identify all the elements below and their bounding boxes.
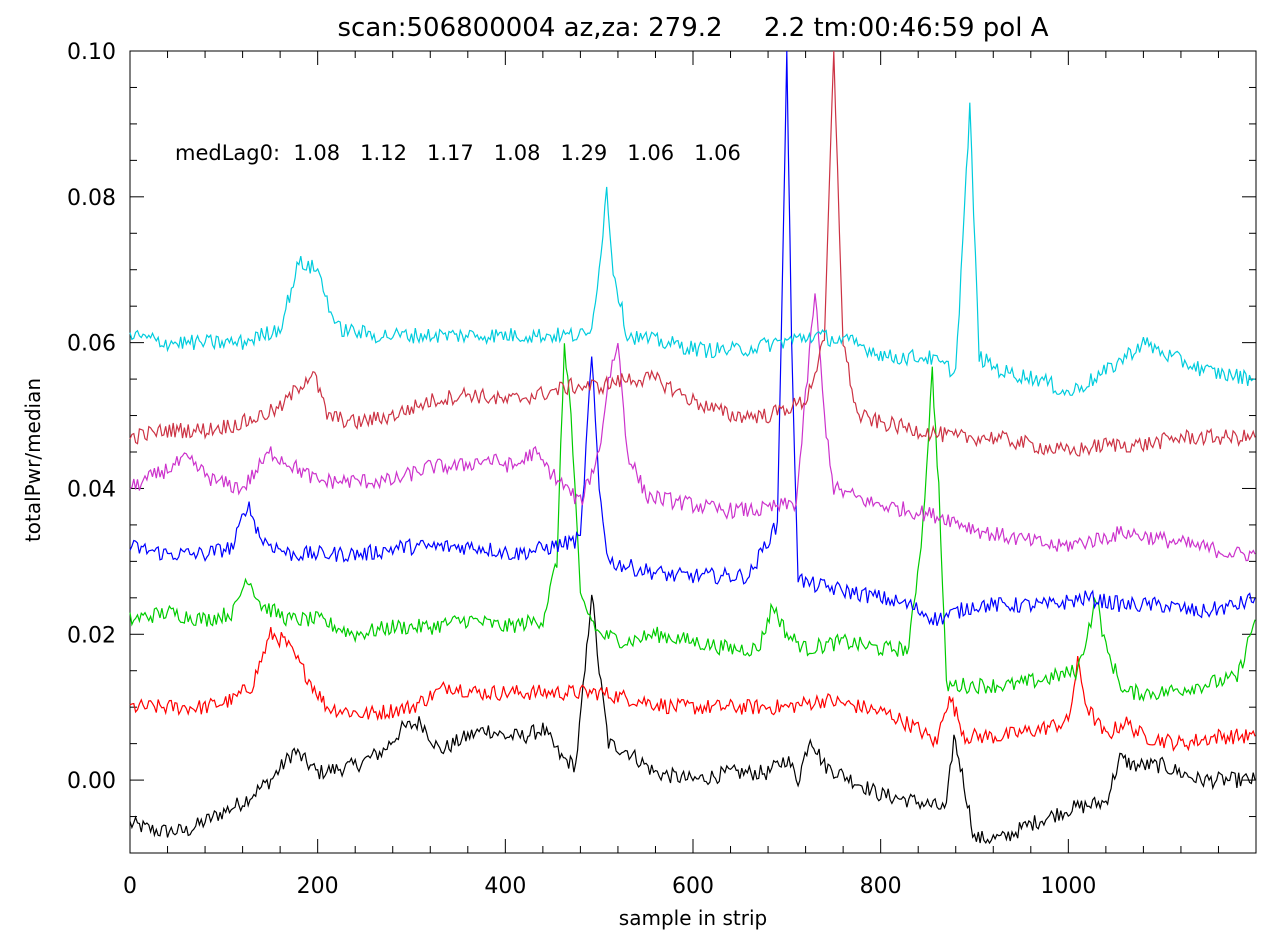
y-tick-label: 0.00 <box>67 769 116 794</box>
y-tick-label: 0.08 <box>67 186 116 211</box>
series-line-2 <box>129 343 1256 703</box>
y-tick-label: 0.02 <box>67 623 116 648</box>
series-line-5 <box>129 50 1256 457</box>
y-tick-label: 0.10 <box>67 40 116 65</box>
x-tick-labels: 0 200 400 600 800 1000 <box>123 874 1096 899</box>
x-tick-label: 200 <box>297 874 339 899</box>
series-line-4 <box>129 293 1256 562</box>
medlag-annotation: medLag0: 1.08 1.12 1.17 1.08 1.29 1.06 1… <box>175 141 741 165</box>
axis-ticks <box>129 50 1257 854</box>
chart-title: scan:506800004 az,za: 279.2 2.2 tm:00:46… <box>338 13 1049 43</box>
series-line-0 <box>129 594 1256 845</box>
series-lines <box>129 50 1256 845</box>
series-line-1 <box>129 626 1256 752</box>
series-line-6 <box>129 102 1256 397</box>
x-tick-label: 0 <box>123 874 137 899</box>
x-axis-label: sample in strip <box>619 906 767 930</box>
x-tick-label: 400 <box>484 874 526 899</box>
x-tick-label: 600 <box>672 874 714 899</box>
plot-frame <box>129 50 1257 854</box>
x-tick-label: 1000 <box>1040 874 1096 899</box>
y-tick-label: 0.06 <box>67 332 116 357</box>
y-axis-label: totalPwr/median <box>21 378 45 542</box>
y-tick-label: 0.04 <box>67 477 116 502</box>
series-line-3 <box>129 50 1256 626</box>
x-tick-label: 800 <box>860 874 902 899</box>
y-tick-labels: 0.00 0.02 0.04 0.06 0.08 0.10 <box>67 40 116 794</box>
